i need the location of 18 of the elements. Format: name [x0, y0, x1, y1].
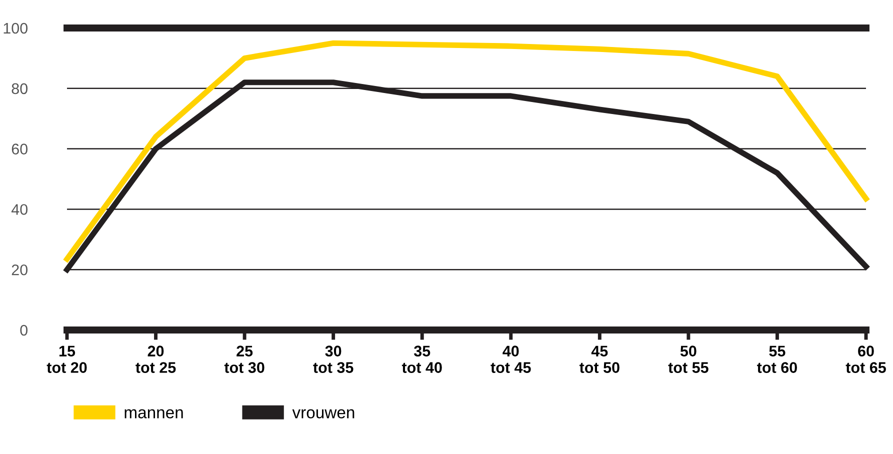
x-tick-label: 25 tot 30 [224, 346, 264, 373]
y-tick-label: 100 [4, 22, 28, 34]
y-tick-label: 60 [12, 144, 28, 154]
x-tick-label: 20 tot 25 [136, 346, 176, 373]
x-tick-label: 35 tot 40 [402, 346, 442, 373]
x-tick-label: 60 tot 65 [846, 346, 886, 373]
legend-label: vrouwen [292, 409, 354, 418]
y-tick-label: 20 [12, 264, 28, 276]
legend-label: mannen [124, 409, 183, 418]
x-tick-label: 50 tot 55 [668, 346, 708, 373]
x-tick-label: 55 tot 60 [757, 346, 797, 373]
x-tick-label: 40 tot 45 [490, 346, 531, 373]
x-tick-label: 15 tot 20 [46, 346, 87, 373]
x-tick-label: 30 tot 35 [313, 346, 354, 373]
x-tick-label: 45 tot 50 [579, 346, 620, 373]
y-tick-label: 0 [20, 324, 28, 336]
y-tick-label: 80 [12, 83, 28, 94]
y-tick-label: 40 [11, 204, 28, 215]
